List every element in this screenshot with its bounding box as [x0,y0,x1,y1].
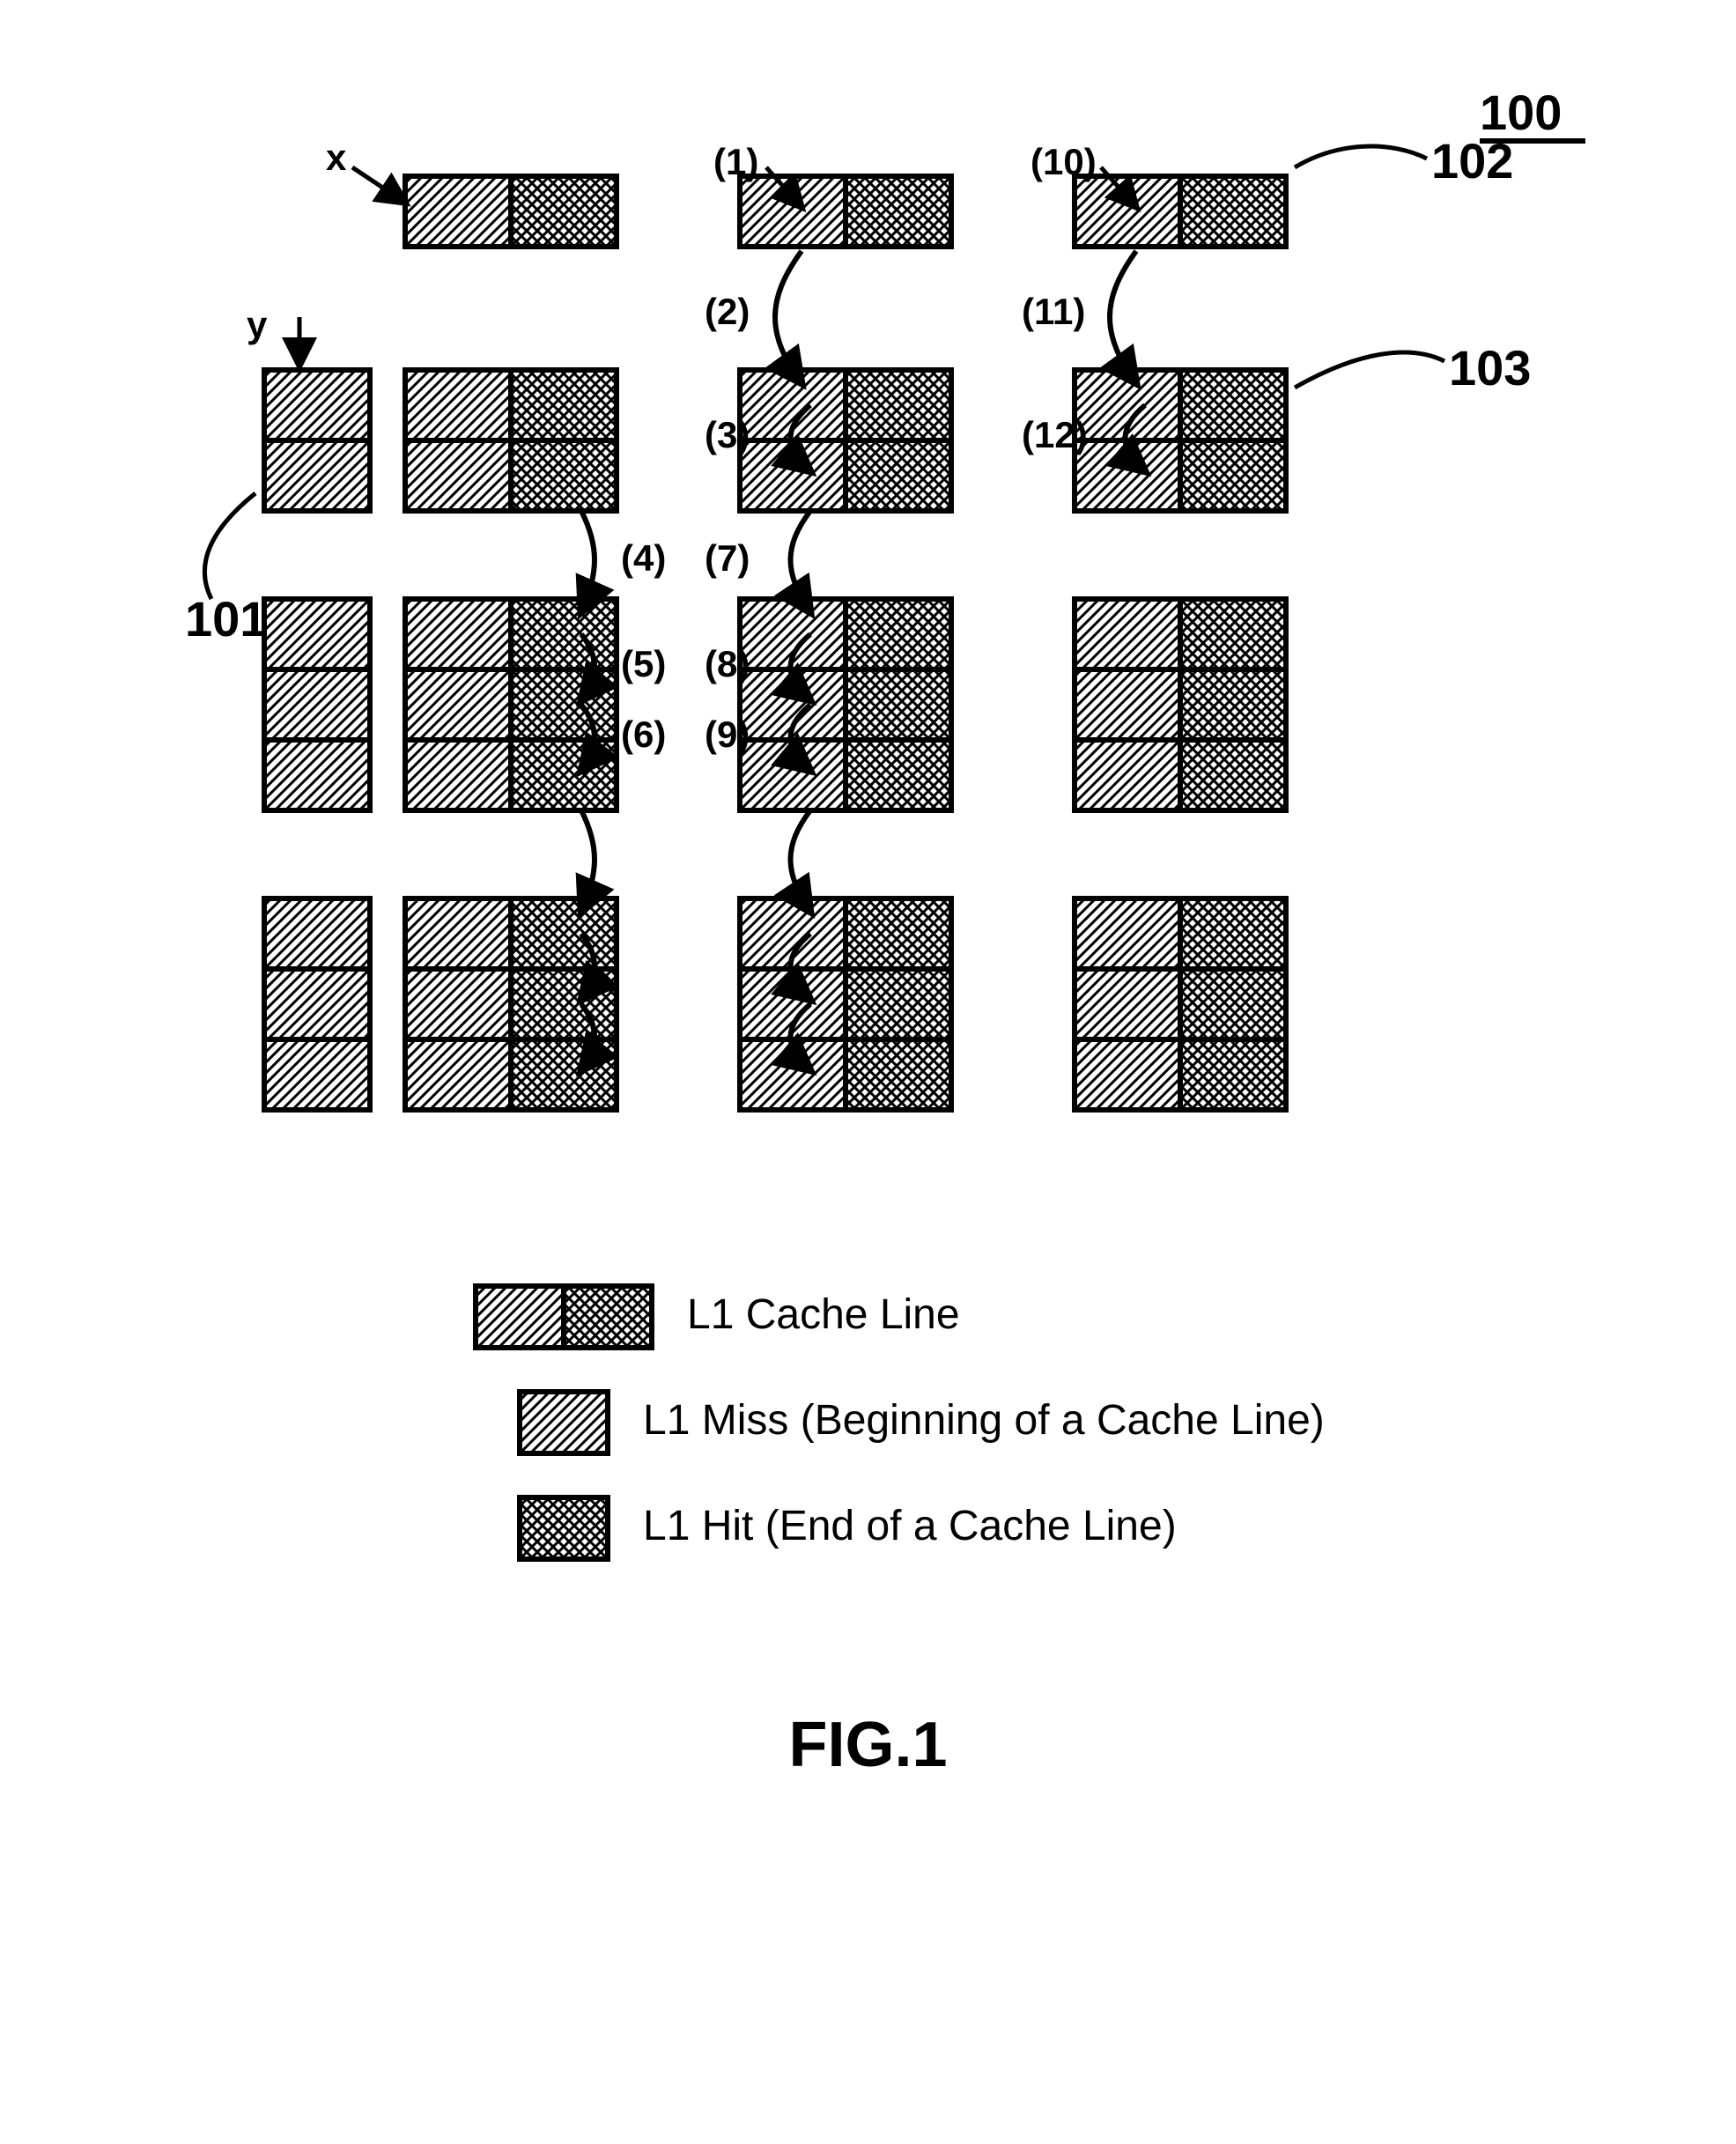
legend [476,1286,652,1559]
step-6: (6) [621,713,666,756]
legend-cache-line: L1 Cache Line [687,1290,960,1339]
step-8: (8) [705,643,750,685]
axis-y-label: y [247,304,267,346]
step-12: (12) [1022,414,1088,456]
diagram-canvas: 100 102 103 101 x y (1) (2) (3) (7) (8) … [35,35,1701,2074]
ref-103: 103 [1449,339,1531,396]
step-1: (1) [713,141,758,183]
ref-101: 101 [185,590,267,647]
grid-row-2 [405,599,1286,810]
step-5: (5) [621,643,666,685]
grid-row-1 [405,370,1286,511]
step-2: (2) [705,291,750,333]
legend-miss: L1 Miss (Beginning of a Cache Line) [643,1396,1325,1445]
axis-x-label: x [326,137,346,179]
step-9: (9) [705,713,750,756]
step-11: (11) [1022,291,1085,333]
grid-row-3 [405,898,1286,1110]
ref-102: 102 [1431,132,1513,189]
step-3: (3) [705,414,750,456]
step-10: (10) [1031,141,1097,183]
y-column [264,370,370,1110]
figure-title: FIG.1 [35,1709,1701,2047]
step-7: (7) [705,537,750,580]
step-4: (4) [621,537,666,580]
top-row [405,176,1286,247]
legend-hit: L1 Hit (End of a Cache Line) [643,1502,1177,1550]
